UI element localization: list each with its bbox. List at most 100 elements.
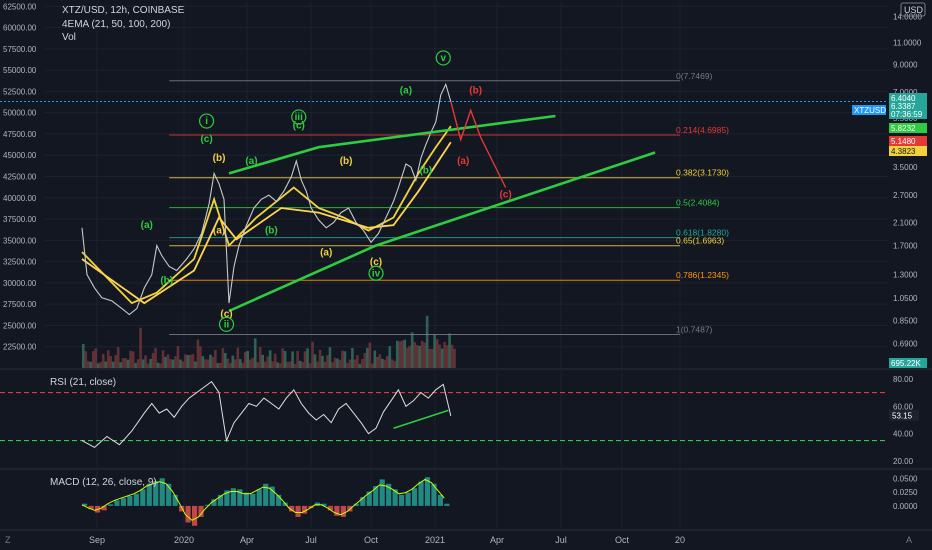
wave-label: iv bbox=[372, 268, 381, 279]
rsi-axis-tick: 20.00 bbox=[893, 457, 914, 466]
macd-hist-bar bbox=[431, 483, 437, 506]
currency-label[interactable]: USD bbox=[904, 5, 924, 15]
price-tag-label: 6.3387 bbox=[891, 102, 916, 111]
volume-bar bbox=[418, 345, 421, 368]
ema-legend[interactable]: 4EMA (21, 50, 100, 200) bbox=[62, 19, 170, 30]
volume-bar bbox=[440, 348, 444, 368]
volume-bar bbox=[101, 353, 105, 368]
footer-left[interactable]: Z bbox=[5, 535, 11, 545]
macd-hist-bar bbox=[411, 488, 418, 506]
volume-bar bbox=[186, 355, 190, 368]
wave-circle bbox=[291, 109, 307, 125]
right-axis-tick: 0.6900 bbox=[893, 339, 918, 348]
right-axis-tick: 1.3000 bbox=[893, 271, 918, 280]
volume-bar bbox=[448, 333, 451, 368]
vol-legend[interactable]: Vol bbox=[62, 32, 76, 43]
currency-badge[interactable] bbox=[900, 2, 926, 17]
volume-bar bbox=[238, 359, 242, 368]
left-axis-tick: 57500.00 bbox=[3, 45, 37, 54]
price-tag-label: 4.3823 bbox=[891, 147, 916, 156]
volume-bar bbox=[82, 344, 85, 368]
rsi-current-tag bbox=[889, 409, 919, 421]
left-axis-tick: 30000.00 bbox=[3, 279, 37, 288]
macd-hist-bar bbox=[366, 491, 372, 506]
volume-bar bbox=[271, 361, 274, 368]
volume-bars bbox=[82, 315, 456, 368]
volume-bar bbox=[221, 348, 225, 368]
volume-bar bbox=[356, 355, 359, 368]
rsi-title[interactable]: RSI (21, close) bbox=[50, 377, 116, 388]
rsi-line bbox=[81, 380, 452, 449]
axes: 62500.00 60000.00 57500.00 55000.00 52500.00… bbox=[3, 2, 927, 545]
volume-bar bbox=[326, 355, 329, 368]
macd-hist-bar bbox=[217, 494, 224, 506]
macd-hist-bar bbox=[392, 489, 398, 506]
macd-title[interactable]: MACD (12, 26, close, 9) bbox=[50, 477, 157, 488]
volume-bar bbox=[246, 350, 250, 368]
volume-bar bbox=[358, 363, 362, 368]
volume-bar bbox=[408, 345, 412, 368]
price-tag bbox=[889, 109, 927, 119]
volume-bar bbox=[308, 363, 312, 368]
left-axis-tick: 25000.00 bbox=[3, 321, 37, 330]
volume-bar bbox=[343, 351, 347, 368]
macd-hist-bar bbox=[289, 505, 295, 512]
volume-bar bbox=[116, 347, 120, 368]
volume-bar bbox=[371, 363, 374, 368]
volume-bar bbox=[204, 359, 207, 368]
volume-bar bbox=[154, 348, 157, 368]
macd-hist-bar bbox=[133, 493, 139, 506]
volume-bar bbox=[433, 334, 436, 368]
volume-bar bbox=[341, 350, 344, 368]
volume-bar bbox=[231, 355, 235, 368]
macd-hist-bar bbox=[379, 479, 385, 506]
volume-bar bbox=[298, 360, 302, 368]
volume-bar bbox=[268, 350, 272, 368]
volume-bar bbox=[94, 348, 98, 368]
left-axis-tick: 35000.00 bbox=[3, 236, 37, 245]
macd-hist-bar bbox=[437, 494, 444, 506]
trendline[interactable] bbox=[228, 151, 656, 313]
volume-bar bbox=[420, 340, 424, 368]
volume-bar bbox=[368, 342, 372, 368]
volume-bar bbox=[243, 351, 247, 368]
footer-right[interactable]: A bbox=[906, 535, 912, 545]
price-series bbox=[0, 82, 888, 316]
rsi-pane: 80.00 60.00 40.00 20.00 53.15 bbox=[0, 375, 919, 466]
macd-hist-bar bbox=[321, 503, 327, 506]
volume-bar bbox=[388, 346, 392, 368]
ema-line bbox=[81, 125, 452, 305]
volume-bar bbox=[373, 350, 377, 368]
left-axis-tick: 22500.00 bbox=[3, 343, 37, 352]
volume-bar bbox=[253, 338, 257, 368]
macd-hist-bar bbox=[82, 503, 88, 506]
volume-bar bbox=[273, 353, 277, 368]
macd-hist-bar bbox=[276, 494, 282, 506]
right-axis-tick: 0.8500 bbox=[893, 317, 918, 326]
macd-hist-bar bbox=[127, 495, 133, 506]
macd-hist-bar bbox=[301, 505, 308, 514]
macd-hist-bar bbox=[185, 505, 191, 523]
volume-bar bbox=[286, 361, 289, 368]
macd-axis-tick: 0.0500 bbox=[893, 474, 918, 483]
volume-bar bbox=[164, 356, 167, 368]
volume-bar bbox=[263, 361, 267, 368]
volume-bar bbox=[96, 363, 100, 368]
macd-hist-bar bbox=[263, 483, 269, 506]
volume-bar bbox=[196, 339, 200, 368]
volume-bar bbox=[435, 339, 439, 368]
macd-hist-bar bbox=[405, 492, 411, 506]
volume-bar bbox=[376, 357, 379, 368]
volume-bar bbox=[189, 354, 192, 368]
symbol-title[interactable]: XTZ/USD, 12h, COINBASE bbox=[62, 5, 185, 16]
macd-pane: 0.0500 0.0250 0.0000 bbox=[81, 474, 918, 526]
volume-bar bbox=[398, 341, 402, 368]
wave-circle bbox=[435, 50, 451, 66]
macd-hist-bar bbox=[179, 505, 185, 512]
volume-bar bbox=[171, 359, 175, 368]
fib-label: 0.5(2.4084) bbox=[676, 198, 720, 208]
volume-bar bbox=[84, 351, 88, 368]
right-axis-tick: 14.0000 bbox=[893, 13, 922, 22]
volume-bar bbox=[199, 346, 202, 368]
